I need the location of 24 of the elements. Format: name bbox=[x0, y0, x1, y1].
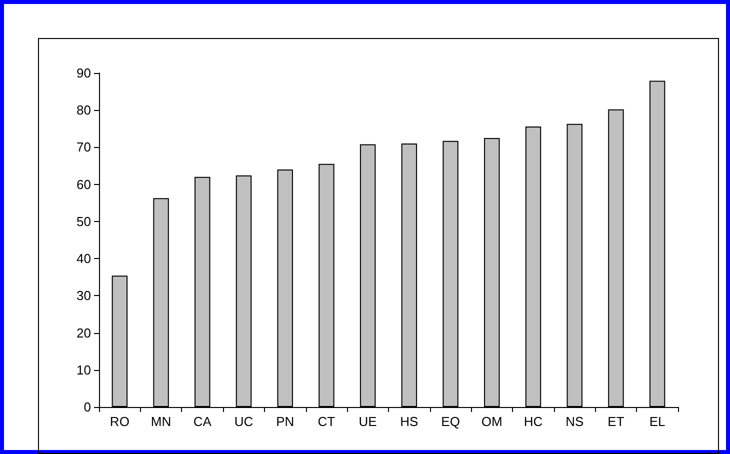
y-tick-label: 70 bbox=[76, 140, 91, 155]
x-tick-label: EQ bbox=[441, 414, 460, 429]
x-tick-label: HS bbox=[400, 414, 419, 429]
x-tick-label: EL bbox=[649, 414, 666, 429]
y-tick-label: 60 bbox=[76, 176, 91, 192]
x-tick-label: UE bbox=[358, 414, 378, 429]
y-tick-label: 80 bbox=[76, 102, 91, 118]
x-tick-label: RO bbox=[110, 414, 130, 429]
x-tick-label: HC bbox=[524, 414, 543, 429]
y-tick-label: 30 bbox=[76, 288, 91, 304]
x-tick-label: CT bbox=[318, 414, 336, 429]
x-tick-label: UC bbox=[234, 414, 254, 429]
x-tick-label: OM bbox=[481, 414, 502, 429]
y-tick-label: 90 bbox=[76, 66, 91, 80]
y-tick-label: 10 bbox=[76, 362, 91, 378]
y-tick-label: 0 bbox=[84, 400, 91, 414]
x-tick-label: MN bbox=[150, 414, 172, 429]
y-tick-label: 40 bbox=[76, 251, 91, 266]
y-tick-label: 20 bbox=[76, 325, 91, 340]
y-tick-label: 50 bbox=[76, 214, 91, 229]
x-tick-label: NS bbox=[566, 414, 584, 429]
x-tick-label: ET bbox=[608, 414, 624, 429]
x-tick-label: PN bbox=[276, 414, 294, 429]
x-tick-label: CA bbox=[193, 414, 212, 429]
